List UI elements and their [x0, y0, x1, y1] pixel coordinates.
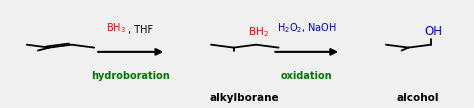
Text: OH: OH [424, 25, 442, 38]
Text: oxidation: oxidation [281, 71, 333, 81]
Text: BH$_3$: BH$_3$ [106, 21, 126, 35]
Text: alcohol: alcohol [397, 93, 439, 103]
Text: H$_2$O$_2$, NaOH: H$_2$O$_2$, NaOH [277, 21, 337, 35]
Text: BH$_2$: BH$_2$ [248, 25, 269, 39]
Text: hydroboration: hydroboration [91, 71, 170, 81]
Text: alkylborane: alkylborane [210, 93, 280, 103]
Text: , THF: , THF [128, 25, 154, 35]
